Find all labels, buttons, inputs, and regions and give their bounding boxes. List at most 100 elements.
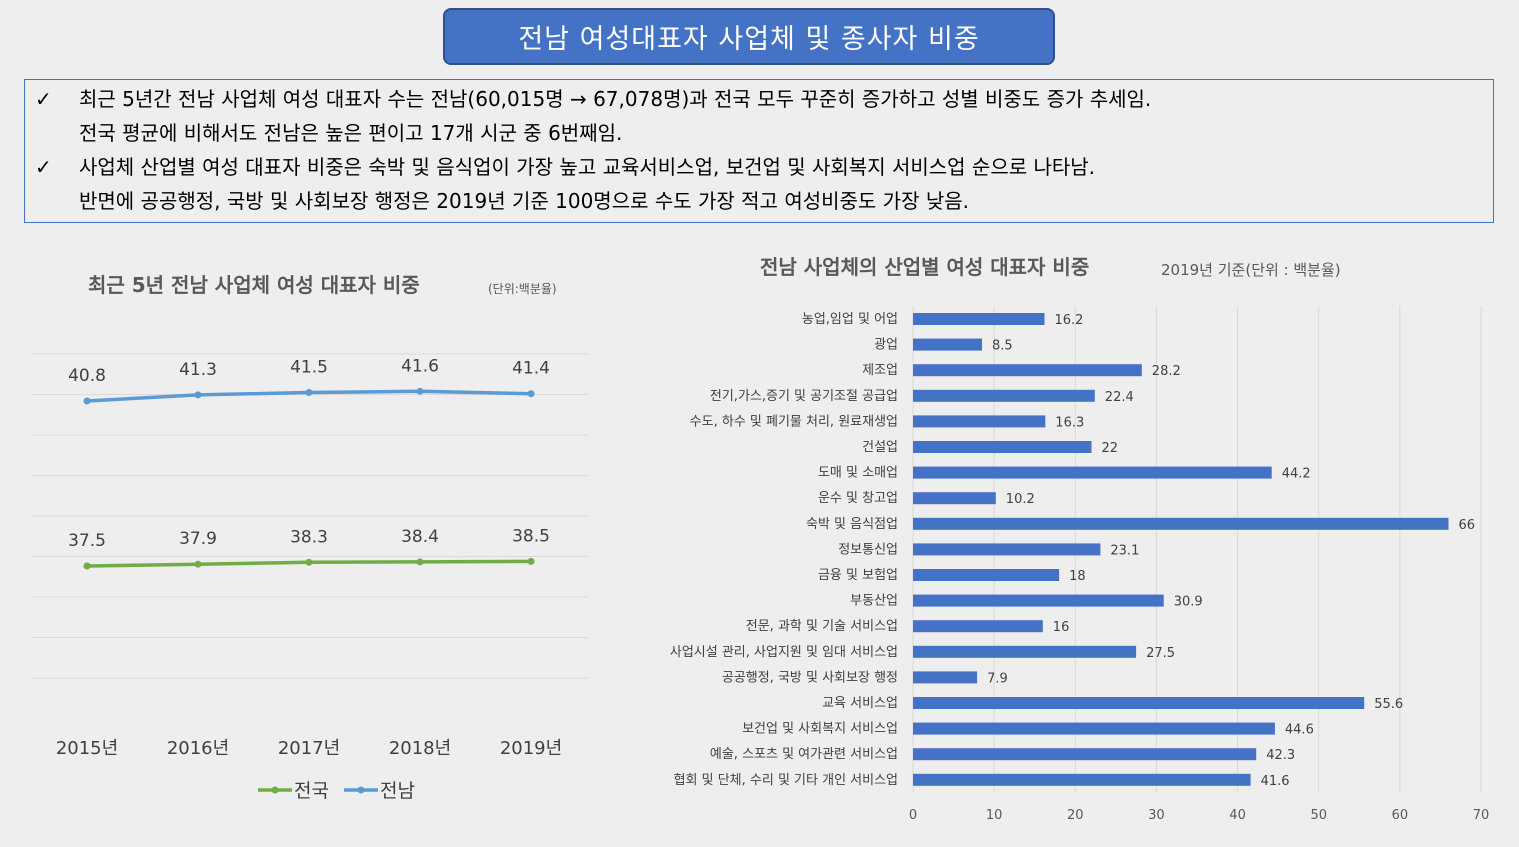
data-point bbox=[305, 389, 313, 396]
bar bbox=[913, 313, 1045, 325]
data-point bbox=[416, 558, 424, 566]
line-chart-series: 37.5 37.9 38.3 38.4 38.5 40.8 41.3 41.5 41.6 41.4 bbox=[68, 356, 550, 570]
y-category-label: 제조업 bbox=[862, 363, 898, 378]
y-category-label: 전기,가스,증기 및 공기조절 공급업 bbox=[710, 389, 898, 404]
data-label: 30.9 bbox=[1174, 595, 1203, 610]
data-label: 16 bbox=[1053, 620, 1070, 635]
data-label: 41.6 bbox=[401, 356, 439, 376]
data-label: 37.9 bbox=[179, 529, 217, 549]
summary-line: 최근 5년간 전남 사업체 여성 대표자 수는 전남(60,015명 → 67,… bbox=[79, 87, 1152, 111]
bar-chart-grid bbox=[912, 306, 1482, 793]
y-category-label: 건설업 bbox=[862, 440, 898, 455]
data-label: 8.5 bbox=[992, 339, 1013, 354]
bar-chart-x-axis: 0 10 20 30 40 50 60 70 bbox=[909, 808, 1489, 823]
data-label: 66 bbox=[1459, 518, 1476, 533]
bar-chart-title: 전남 사업체의 산업별 여성 대표자 비중 bbox=[760, 255, 1089, 279]
bar bbox=[913, 517, 1449, 530]
bar bbox=[913, 722, 1275, 735]
check-icon: ✓ bbox=[35, 155, 52, 179]
x-tick-label: 2017년 bbox=[278, 738, 340, 759]
y-category-label: 사업시설 관리, 사업지원 및 임대 서비스업 bbox=[670, 645, 898, 660]
y-category-label: 보건업 및 사회복지 서비스업 bbox=[742, 722, 898, 737]
x-tick-label: 2018년 bbox=[389, 738, 451, 759]
bar bbox=[913, 441, 1092, 453]
y-category-label: 정보통신업 bbox=[838, 542, 898, 557]
data-point bbox=[305, 558, 313, 566]
y-category-label: 예술, 스포츠 및 여가관련 서비스업 bbox=[710, 747, 898, 762]
bar-chart-bars: 16.2 8.5 28.2 22.4 16.3 22 44.2 10.2 66 23.1 18 30.… bbox=[913, 313, 1475, 789]
data-label: 44.6 bbox=[1285, 723, 1314, 738]
bar bbox=[913, 671, 978, 684]
data-label: 41.4 bbox=[512, 359, 550, 379]
data-label: 38.3 bbox=[290, 527, 328, 547]
data-label: 7.9 bbox=[987, 671, 1008, 686]
legend-label: 전국 bbox=[294, 780, 329, 802]
data-point bbox=[527, 390, 535, 398]
bar bbox=[913, 389, 1095, 402]
x-tick-label: 2016년 bbox=[167, 738, 229, 759]
bar bbox=[913, 773, 1251, 786]
y-category-label: 광업 bbox=[874, 338, 898, 353]
y-category-label: 농업,임업 및 어업 bbox=[802, 312, 898, 327]
y-category-label: 숙박 및 음식점업 bbox=[806, 517, 898, 532]
data-label: 55.6 bbox=[1374, 697, 1403, 712]
bar bbox=[913, 748, 1257, 761]
x-tick-label: 2015년 bbox=[56, 738, 118, 759]
bar-chart: 전남 사업체의 산업별 여성 대표자 비중 2019년 기준(단위 : 백분율)… bbox=[670, 255, 1489, 823]
data-label: 41.3 bbox=[179, 360, 217, 380]
line-chart-unit: (단위:백분율) bbox=[488, 282, 557, 296]
legend-label: 전남 bbox=[380, 780, 415, 802]
data-label: 37.5 bbox=[68, 531, 106, 551]
bar bbox=[913, 492, 996, 505]
summary-line: 전국 평균에 비해서도 전남은 높은 편이고 17개 시군 중 6번째임. bbox=[79, 121, 623, 145]
x-tick-label: 20 bbox=[1067, 808, 1084, 823]
bar bbox=[913, 415, 1046, 428]
data-point bbox=[194, 560, 202, 568]
summary-line: 사업체 산업별 여성 대표자 비중은 숙박 및 음식업이 가장 높고 교육서비스… bbox=[79, 155, 1096, 179]
data-label: 42.3 bbox=[1266, 748, 1295, 763]
bar bbox=[913, 543, 1101, 556]
data-label: 41.5 bbox=[290, 358, 328, 378]
data-point bbox=[416, 387, 424, 395]
data-point bbox=[527, 557, 535, 565]
x-tick-label: 0 bbox=[909, 808, 917, 823]
data-label: 16.3 bbox=[1055, 415, 1084, 430]
y-category-label: 협회 및 단체, 수리 및 기타 개인 서비스업 bbox=[674, 773, 898, 788]
data-label: 10.2 bbox=[1006, 492, 1035, 507]
data-label: 38.4 bbox=[401, 527, 439, 547]
y-category-label: 수도, 하수 및 폐기물 처리, 원료재생업 bbox=[690, 414, 898, 429]
y-category-label: 전문, 과학 및 기술 서비스업 bbox=[746, 619, 898, 634]
line-chart-legend: 전국 전남 bbox=[258, 780, 415, 802]
x-tick-label: 50 bbox=[1310, 808, 1327, 823]
x-tick-label: 30 bbox=[1148, 808, 1165, 823]
line-chart: 최근 5년 전남 사업체 여성 대표자 비중 (단위:백분율) 37.5 37.9… bbox=[32, 273, 587, 802]
bar bbox=[913, 338, 982, 351]
legend-marker bbox=[357, 786, 365, 794]
line-chart-grid bbox=[32, 353, 587, 679]
y-category-label: 도매 및 소매업 bbox=[818, 466, 898, 481]
bar bbox=[913, 466, 1272, 479]
y-category-label: 금융 및 보험업 bbox=[818, 568, 898, 583]
bar bbox=[913, 364, 1142, 377]
data-label: 18 bbox=[1069, 569, 1086, 584]
x-tick-label: 70 bbox=[1473, 808, 1490, 823]
line-chart-x-axis: 2015년 2016년 2017년 2018년 2019년 bbox=[56, 738, 562, 759]
y-category-label: 교육 서비스업 bbox=[822, 696, 898, 711]
data-label: 16.2 bbox=[1055, 313, 1084, 328]
summary-box: ✓ 최근 5년간 전남 사업체 여성 대표자 수는 전남(60,015명 → 6… bbox=[24, 79, 1494, 223]
x-tick-label: 40 bbox=[1229, 808, 1246, 823]
data-point bbox=[194, 391, 202, 399]
bar bbox=[913, 645, 1137, 658]
y-category-label: 공공행정, 국방 및 사회보장 행정 bbox=[722, 669, 898, 685]
x-tick-label: 2019년 bbox=[500, 738, 562, 759]
data-label: 22.4 bbox=[1105, 390, 1134, 405]
data-point bbox=[83, 397, 91, 405]
data-label: 23.1 bbox=[1110, 543, 1139, 558]
data-label: 27.5 bbox=[1146, 646, 1175, 661]
data-point bbox=[83, 562, 91, 570]
y-category-label: 운수 및 창고업 bbox=[818, 491, 898, 506]
data-label: 41.6 bbox=[1261, 774, 1290, 789]
summary-line: 반면에 공공행정, 국방 및 사회보장 행정은 2019년 기준 100명으로 … bbox=[79, 189, 969, 213]
